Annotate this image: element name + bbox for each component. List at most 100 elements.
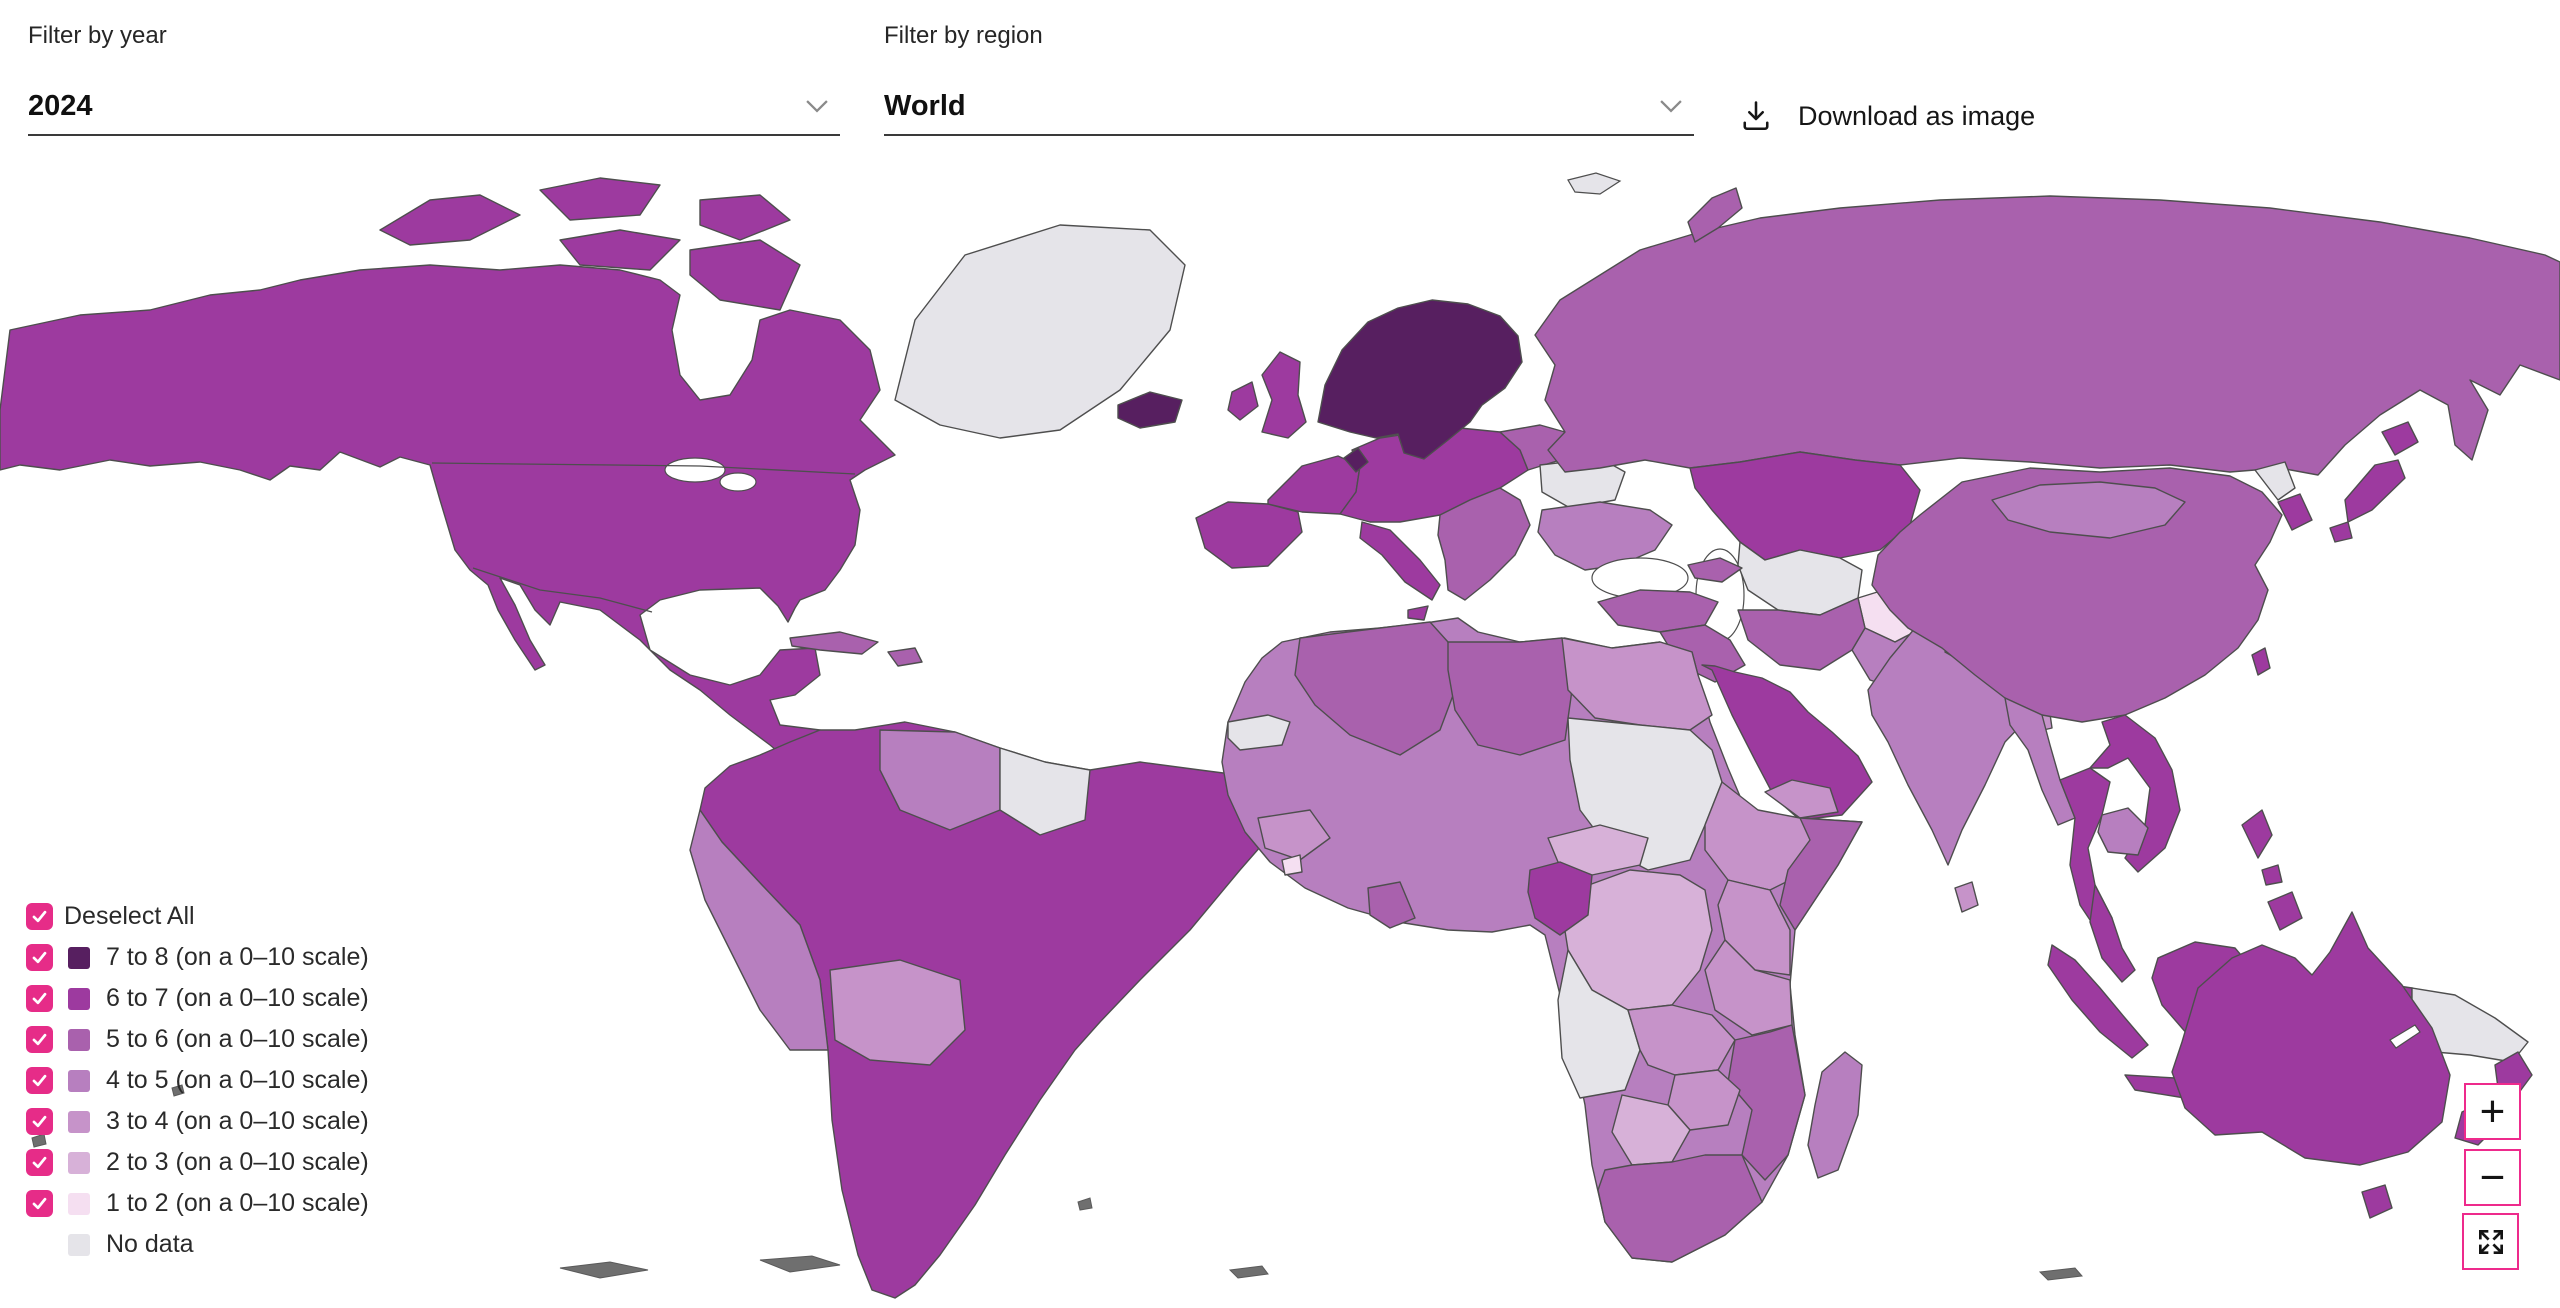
region-caucasus[interactable] (1687, 557, 1743, 583)
region-canada-arctic[interactable] (379, 194, 521, 246)
region-japan[interactable] (2329, 521, 2353, 543)
region-balkans[interactable] (1437, 487, 1531, 601)
region-canada-arctic[interactable] (699, 194, 791, 241)
region-tanzania[interactable] (1704, 939, 1793, 1036)
legend-deselect-all-label: Deselect All (64, 902, 195, 930)
region-north-korea[interactable] (2254, 461, 2296, 501)
region-egypt[interactable] (1561, 637, 1713, 731)
region-tasmania[interactable] (2361, 1184, 2393, 1219)
region-philippines[interactable] (2241, 809, 2273, 859)
region-taiwan[interactable] (2251, 647, 2271, 676)
region-south-korea[interactable] (2277, 493, 2313, 531)
border-line (431, 462, 856, 475)
legend-checkbox-icon[interactable] (26, 1026, 53, 1053)
new-caledonia (2389, 1024, 2421, 1049)
legend-item-1-2[interactable]: 1 to 2 (on a 0–10 scale) (26, 1189, 369, 1217)
region-iran[interactable] (1737, 597, 1866, 671)
region-guinea[interactable] (1257, 809, 1331, 861)
region-cambodia[interactable] (2097, 807, 2149, 856)
region-canada-arctic[interactable] (689, 239, 801, 311)
region-gabon[interactable] (1527, 861, 1593, 936)
legend-item-3-4[interactable]: 3 to 4 (on a 0–10 scale) (26, 1107, 369, 1135)
legend-item-7-8[interactable]: 7 to 8 (on a 0–10 scale) (26, 943, 369, 971)
region-bolivia[interactable] (829, 959, 966, 1066)
region-venezuela[interactable] (879, 729, 1001, 831)
region-philippines[interactable] (2267, 891, 2303, 931)
region-australia[interactable] (2171, 911, 2451, 1166)
region-novaya-zemlya[interactable] (1687, 187, 1743, 243)
world-choropleth-map[interactable] (0, 170, 2560, 1308)
region-drc[interactable] (1561, 869, 1713, 1011)
download-as-image-button[interactable]: Download as image (1738, 86, 2035, 146)
region-sumatra[interactable] (2047, 944, 2149, 1059)
legend-item-6-7[interactable]: 6 to 7 (on a 0–10 scale) (26, 984, 369, 1012)
region-hispaniola[interactable] (887, 647, 923, 667)
region-philippines[interactable] (2261, 864, 2283, 886)
region-arabia[interactable] (1701, 664, 1873, 821)
region-mongolia[interactable] (1991, 481, 2186, 539)
region-vietnam-laos[interactable] (2089, 714, 2181, 873)
chevron-down-icon (806, 100, 828, 113)
region-libya[interactable] (1447, 637, 1573, 756)
legend-item-2-3[interactable]: 2 to 3 (on a 0–10 scale) (26, 1148, 369, 1176)
region-iceland[interactable] (1117, 391, 1183, 429)
region-mozambique[interactable] (1727, 1024, 1806, 1181)
region-canada-arctic[interactable] (539, 177, 661, 221)
legend-item-label: 7 to 8 (on a 0–10 scale) (106, 943, 369, 971)
region-yemen[interactable] (1764, 779, 1839, 819)
region-denmark[interactable] (1343, 447, 1369, 473)
region-greenland[interactable] (894, 224, 1186, 439)
region-italy[interactable] (1359, 521, 1441, 601)
region-sierra-leone[interactable] (1281, 854, 1303, 876)
region-filter-select[interactable]: World (884, 78, 1694, 136)
region-myanmar[interactable] (2004, 697, 2076, 826)
region-filter-label: Filter by region (884, 22, 1043, 49)
region-kazakhstan[interactable] (1689, 451, 1921, 561)
zoom-in-label: + (2479, 1086, 2506, 1136)
region-ireland[interactable] (1227, 381, 1259, 421)
legend-item-4-5[interactable]: 4 to 5 (on a 0–10 scale) (26, 1066, 369, 1094)
region-peru-ecuador[interactable] (689, 809, 829, 1051)
download-icon (1743, 101, 1769, 131)
region-algeria[interactable] (1294, 621, 1456, 756)
legend-checkbox-icon[interactable] (26, 1149, 53, 1176)
zoom-out-button[interactable]: − (2464, 1149, 2521, 1206)
region-sri-lanka[interactable] (1954, 881, 1979, 913)
download-label: Download as image (1798, 100, 2036, 131)
region-western-sahara[interactable] (1227, 714, 1291, 751)
legend-checkbox-icon[interactable] (26, 1190, 53, 1217)
legend-item-5-6[interactable]: 5 to 6 (on a 0–10 scale) (26, 1025, 369, 1053)
region-angola[interactable] (1557, 949, 1641, 1099)
region-ghana[interactable] (1367, 881, 1416, 929)
region-canada-arctic[interactable] (559, 229, 681, 271)
region-madagascar[interactable] (1807, 1051, 1863, 1179)
region-uk[interactable] (1261, 351, 1307, 439)
region-svalbard[interactable] (1567, 172, 1622, 195)
legend-checkbox-icon[interactable] (26, 1108, 53, 1135)
region-guyanas[interactable] (999, 747, 1091, 836)
antarctica-fragment (759, 1255, 841, 1273)
legend-checkbox-icon[interactable] (26, 944, 53, 971)
year-filter-select[interactable]: 2024 (28, 78, 840, 136)
region-scandinavia[interactable] (1317, 299, 1523, 460)
region-cuba[interactable] (789, 631, 879, 655)
region-filter: Filter by region World (884, 22, 1694, 136)
fullscreen-button[interactable] (2462, 1213, 2519, 1270)
region-turkey[interactable] (1597, 589, 1719, 633)
region-iberia[interactable] (1195, 501, 1303, 569)
region-south-africa[interactable] (1597, 1154, 1763, 1263)
legend-checkbox-icon[interactable] (26, 903, 53, 930)
region-kenya[interactable] (1717, 879, 1791, 976)
legend-checkbox-icon[interactable] (26, 1067, 53, 1094)
region-north-america[interactable] (0, 264, 896, 803)
region-china[interactable] (1871, 467, 2283, 723)
region-japan[interactable] (2381, 421, 2419, 456)
legend-checkbox-icon[interactable] (26, 985, 53, 1012)
region-malaysia[interactable] (2089, 884, 2136, 983)
legend-deselect-all[interactable]: Deselect All (26, 902, 369, 930)
region-somalia[interactable] (1779, 817, 1863, 931)
region-italy[interactable] (1407, 605, 1429, 621)
antarctica-fragment (2038, 1267, 2084, 1281)
zoom-in-button[interactable]: + (2464, 1083, 2521, 1140)
region-japan[interactable] (2344, 459, 2406, 523)
